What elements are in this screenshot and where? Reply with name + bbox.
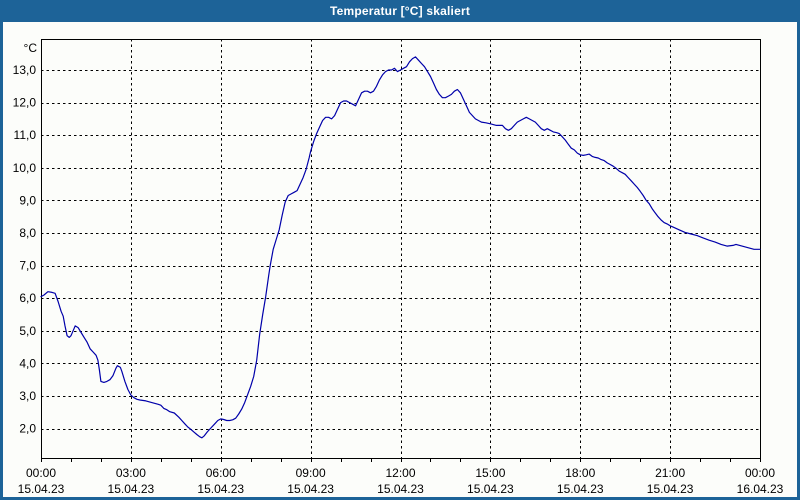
x-tick-date: 15.04.23: [647, 482, 694, 496]
temperature-line: [40, 56, 761, 439]
x-tick-date: 15.04.23: [467, 482, 514, 496]
x-tick-time: 00:00: [26, 466, 56, 480]
x-tick-labels: 00:00 15.04.23 03:00 15.04.23 06:00 15.04.23 0…: [18, 466, 784, 496]
x-tick-date: 15.04.23: [377, 482, 424, 496]
x-tick-date: 15.04.23: [557, 482, 604, 496]
y-tick-label: 6,0: [19, 291, 36, 305]
y-tick-label: 4,0: [19, 356, 36, 370]
y-axis-unit-label: °C: [24, 41, 38, 55]
y-tick-label: 13,0: [13, 63, 37, 77]
y-tick-label: 2,0: [19, 422, 36, 436]
x-tick-date: 16.04.23: [737, 482, 784, 496]
x-tick-date: 15.04.23: [287, 482, 334, 496]
window-title: Temperatur [°C] skaliert: [329, 4, 471, 18]
x-tick-time: 06:00: [206, 466, 236, 480]
temperature-chart: 13,0 12,0 11,0 10,0 9,0 8,0 7,0 6,0 5,0 4,0 3,0 2,0…: [13, 39, 784, 496]
x-tick-time: 03:00: [116, 466, 146, 480]
x-tick-time: 15:00: [475, 466, 505, 480]
y-tick-labels: 13,0 12,0 11,0 10,0 9,0 8,0 7,0 6,0 5,0 4,0 3,0 2,0: [13, 63, 37, 436]
x-gridlines: [131, 39, 671, 462]
y-gridlines: [41, 70, 760, 430]
x-tick-date: 15.04.23: [18, 482, 65, 496]
y-tick-label: 7,0: [19, 259, 36, 273]
x-tick-time: 18:00: [565, 466, 595, 480]
y-tick-label: 9,0: [19, 193, 36, 207]
x-tick-time: 21:00: [655, 466, 685, 480]
y-tick-label: 10,0: [13, 161, 37, 175]
y-tick-label: 12,0: [13, 96, 37, 110]
x-tick-time: 09:00: [296, 466, 326, 480]
x-tick-time: 00:00: [745, 466, 775, 480]
x-tick-date: 15.04.23: [197, 482, 244, 496]
y-tick-label: 3,0: [19, 389, 36, 403]
titlebar[interactable]: Temperatur [°C] skaliert: [3, 0, 797, 22]
plot-area: [41, 39, 760, 458]
x-tick-time: 12:00: [385, 466, 415, 480]
y-tick-label: 8,0: [19, 226, 36, 240]
y-tick-label: 5,0: [19, 324, 36, 338]
chart-panel: 13,0 12,0 11,0 10,0 9,0 8,0 7,0 6,0 5,0 4,0 3,0 2,0…: [3, 22, 797, 497]
y-tick-label: 11,0: [14, 128, 37, 142]
x-tick-date: 15.04.23: [108, 482, 155, 496]
